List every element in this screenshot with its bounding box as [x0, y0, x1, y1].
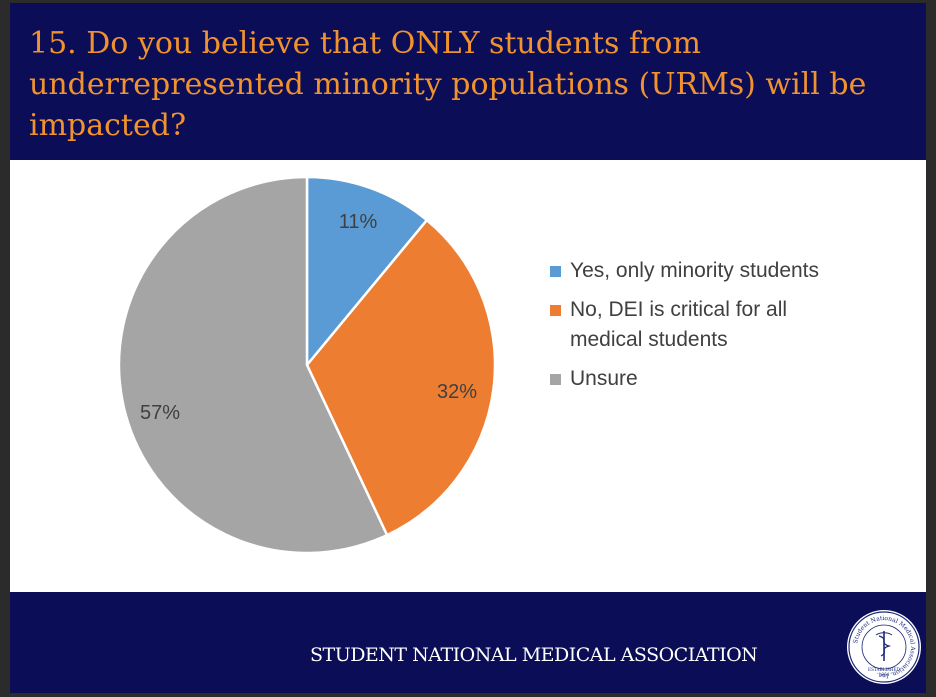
chart-area: 11% 32% 57% Yes, only minority students No… — [10, 160, 926, 592]
footer-org-name: STUDENT NATIONAL MEDICAL ASSOCIATION — [310, 644, 758, 666]
footer-band: STUDENT NATIONAL MEDICAL ASSOCIATION Stu… — [10, 592, 926, 693]
legend-swatch-yes — [550, 266, 561, 277]
caduceus-seal-icon: Student National Medical Association, In… — [847, 610, 921, 684]
legend-label-no: No, DEI is critical for all medical stud… — [570, 298, 788, 351]
pie-slice-unsure — [117, 175, 389, 555]
legend-item-no: No, DEI is critical for all medical stud… — [548, 295, 848, 355]
pie-chart: 11% 32% 57% — [117, 175, 497, 555]
legend-label-yes: Yes, only minority students — [570, 259, 820, 282]
slide: 15. Do you believe that ONLY students fr… — [10, 3, 926, 693]
pie-slice-yes — [305, 175, 429, 367]
pie-slice-no — [305, 218, 497, 537]
data-label-unsure: 57% — [140, 402, 180, 424]
legend-item-yes: Yes, only minority students — [548, 256, 848, 286]
data-label-yes: 11% — [339, 211, 378, 233]
slide-title: 15. Do you believe that ONLY students fr… — [29, 26, 867, 143]
seal-year-text: 1964 — [879, 672, 890, 677]
legend-swatch-unsure — [550, 374, 561, 385]
seal-established-text: ESTABLISHED — [868, 667, 901, 672]
chart-legend: Yes, only minority students No, DEI is c… — [548, 256, 848, 403]
legend-item-unsure: Unsure — [548, 364, 848, 394]
data-label-no: 32% — [437, 381, 477, 403]
legend-label-unsure: Unsure — [570, 367, 638, 390]
header-band: 15. Do you believe that ONLY students fr… — [10, 3, 926, 160]
legend-swatch-no — [550, 305, 561, 316]
